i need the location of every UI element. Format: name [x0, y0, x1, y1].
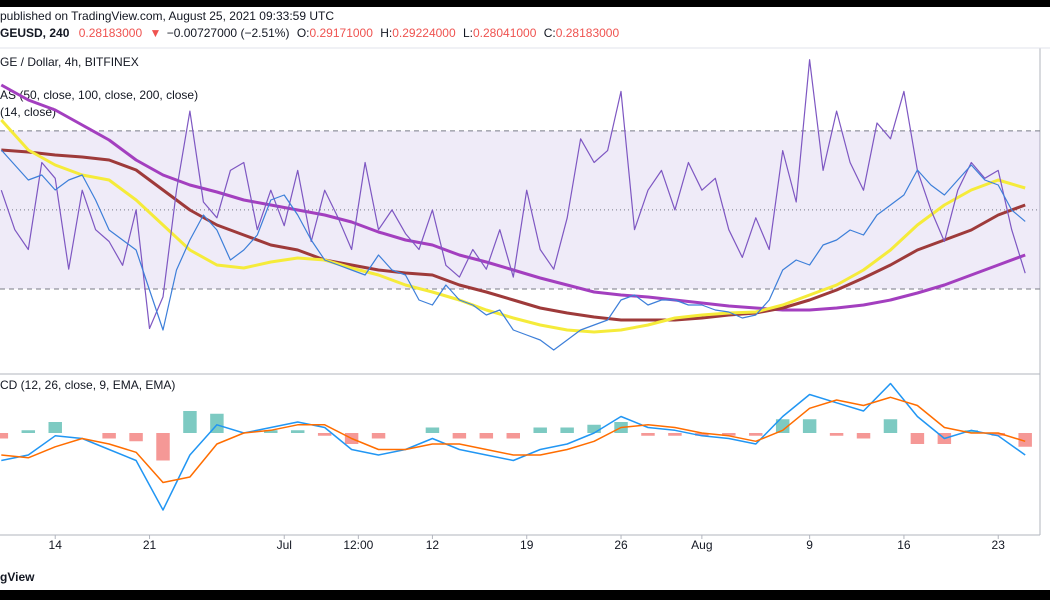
series-line [0, 83, 1026, 312]
l-label: L: [463, 26, 473, 40]
h-label: H: [380, 26, 392, 40]
histogram-bar [21, 430, 36, 433]
histogram-bar [533, 427, 547, 433]
histogram-bar [0, 433, 9, 439]
histogram-bar [991, 433, 1005, 436]
histogram-bar [560, 427, 574, 433]
x-tick-label: 19 [520, 538, 534, 552]
x-tick-label: 14 [49, 538, 63, 552]
histogram-bar [856, 433, 871, 439]
low: 0.28041000 [473, 26, 537, 40]
symbol: GEUSD, 240 [0, 26, 70, 40]
histogram-bar [183, 411, 197, 433]
brand: gView [0, 570, 35, 584]
histogram-bar [829, 433, 844, 436]
histogram-bar [317, 433, 332, 436]
histogram-bar [883, 419, 898, 433]
x-tick-label: 23 [992, 538, 1006, 552]
x-tick-label: 26 [614, 538, 628, 552]
histogram-bar [802, 419, 817, 433]
histogram-bar [264, 430, 278, 433]
histogram-bar [668, 433, 682, 436]
histogram-bar [587, 424, 601, 433]
x-tick-label: 21 [143, 538, 157, 552]
c-label: C: [544, 26, 556, 40]
x-tick-label: 16 [897, 538, 911, 552]
histogram-bar [48, 422, 62, 433]
histogram-bar [1018, 433, 1032, 447]
high: 0.29224000 [392, 26, 456, 40]
series-line [0, 59, 1026, 330]
last-price: 0.28183000 [79, 26, 143, 40]
histogram-bar [102, 433, 116, 439]
open: 0.29171000 [309, 26, 373, 40]
change: −0.00727000 (−2.51%) [167, 26, 290, 40]
x-tick-label: Jul [277, 538, 292, 552]
legend-line: GEUSD, 240 0.28183000 ▼ −0.00727000 (−2.… [0, 26, 619, 40]
x-tick-label: 9 [806, 538, 813, 552]
indicator-label: CD (12, 26, close, 9, EMA, EMA) [0, 378, 175, 392]
series-line [0, 118, 1026, 334]
histogram-bar [775, 419, 790, 433]
histogram-bar [425, 427, 440, 433]
histogram-bar [722, 433, 736, 436]
indicator-label: AS (50, close, 100, close, 200, close) [0, 88, 198, 102]
series-line [1, 396, 1026, 484]
histogram-bar [479, 433, 494, 439]
histogram-bar [749, 433, 763, 436]
histogram-bar [452, 433, 467, 439]
arrow: ▼ [149, 26, 161, 40]
histogram-bar [290, 430, 305, 433]
x-tick-label: 12 [426, 538, 440, 552]
close: 0.28183000 [556, 26, 620, 40]
histogram-bar [506, 433, 520, 439]
series-line [1, 148, 1026, 322]
top-bar [0, 0, 1050, 7]
histogram-bar [129, 433, 143, 442]
published: published on TradingView.com, August 25,… [0, 9, 334, 23]
o-label: O: [297, 26, 310, 40]
series-line [0, 149, 1026, 351]
histogram-bar [964, 430, 979, 433]
indicator-label: (14, close) [0, 105, 56, 119]
series-line [1, 382, 1026, 511]
chart-title: GE / Dollar, 4h, BITFINEX [0, 55, 139, 69]
bottom-bar [0, 590, 1050, 600]
histogram-bar [910, 433, 925, 444]
x-tick-label: Aug [691, 538, 712, 552]
x-tick-label: 12:00 [343, 538, 373, 552]
histogram-bar [695, 433, 709, 436]
histogram-bar [641, 433, 655, 436]
histogram-bar [371, 433, 386, 439]
histogram-bar [156, 433, 170, 461]
